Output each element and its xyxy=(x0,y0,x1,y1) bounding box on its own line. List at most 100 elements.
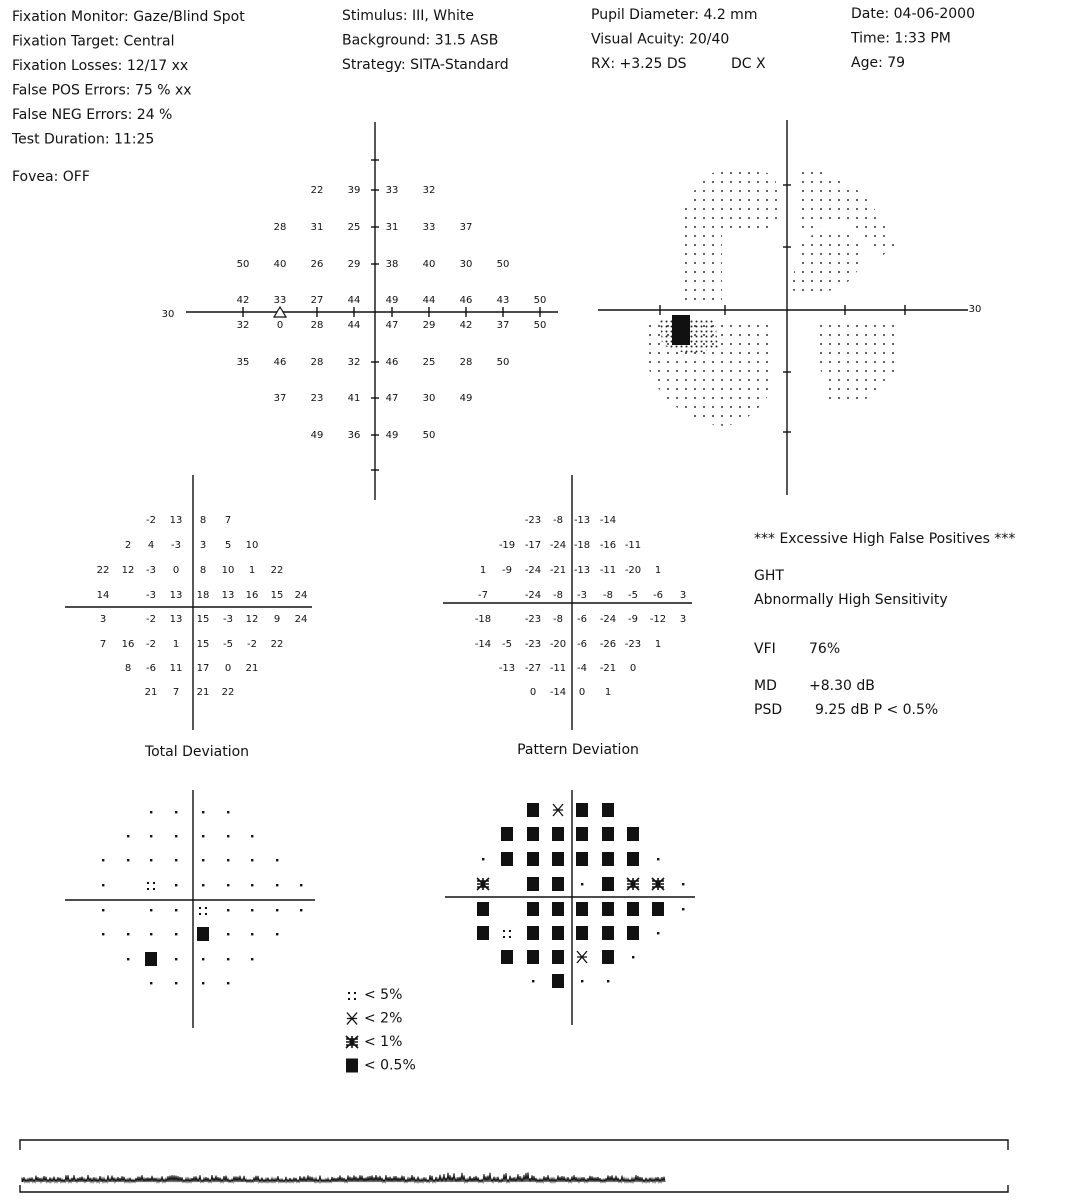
total-deviation-value: 3 xyxy=(200,540,206,551)
threshold-value: 29 xyxy=(348,259,361,270)
total-deviation-value: 21 xyxy=(145,687,158,698)
symbol-dot xyxy=(251,884,254,887)
probability-symbol xyxy=(175,835,178,838)
symbol-dot xyxy=(199,913,201,915)
summary-label: GHT xyxy=(754,568,784,584)
probability-symbol xyxy=(576,950,588,964)
symbol-block xyxy=(576,803,588,817)
symbol-dot xyxy=(175,835,178,838)
symbol-dot xyxy=(251,909,254,912)
probability-symbol xyxy=(300,884,303,887)
symbol-dot xyxy=(202,884,205,887)
symbol-dot xyxy=(127,835,130,838)
symbol-dot xyxy=(202,958,205,961)
threshold-value: 37 xyxy=(460,222,473,233)
pattern-deviation-value: -14 xyxy=(475,639,491,650)
probability-symbol xyxy=(175,884,178,887)
probability-symbol xyxy=(150,859,153,862)
probability-symbol xyxy=(202,811,205,814)
symbol-dot xyxy=(127,933,130,936)
symbol-block xyxy=(602,950,614,964)
total-deviation-value: 3 xyxy=(100,614,106,625)
probability-symbol xyxy=(251,884,254,887)
probability-symbol xyxy=(602,803,614,817)
summary-value: 76% xyxy=(809,641,840,657)
symbol-block xyxy=(602,852,614,866)
threshold-value: 30 xyxy=(460,259,473,270)
symbol-dot xyxy=(227,982,230,985)
symbol-dot xyxy=(276,933,279,936)
pattern-deviation-value: -9 xyxy=(628,614,638,625)
probability-symbol xyxy=(632,956,635,959)
total-deviation-value: -2 xyxy=(146,639,156,650)
symbol-dot xyxy=(251,958,254,961)
symbol-dot xyxy=(227,958,230,961)
probability-symbol xyxy=(602,926,614,940)
threshold-value: 22 xyxy=(311,185,324,196)
symbol-dot xyxy=(503,930,505,932)
probability-symbol xyxy=(552,902,564,916)
probability-symbol xyxy=(532,980,535,983)
pattern-deviation-value: 1 xyxy=(655,639,661,650)
probability-symbol xyxy=(482,858,485,861)
pattern-deviation-value: -6 xyxy=(653,590,663,601)
pattern-deviation-value: -8 xyxy=(553,515,563,526)
symbol-dot xyxy=(581,883,584,886)
total-deviation-value: 1 xyxy=(249,565,255,576)
symbol-dot xyxy=(532,980,535,983)
pattern-deviation-value: -5 xyxy=(628,590,638,601)
symbol-dot xyxy=(657,858,660,861)
threshold-value: 36 xyxy=(348,430,361,441)
probability-symbol xyxy=(127,859,130,862)
pattern-deviation-value: -21 xyxy=(550,565,566,576)
symbol-dot xyxy=(251,933,254,936)
total-deviation-value: 0 xyxy=(225,663,231,674)
pattern-deviation-value: -4 xyxy=(577,663,587,674)
pattern-deviation-value: -16 xyxy=(600,540,616,551)
probability-symbol xyxy=(227,811,230,814)
total-deviation-value: 8 xyxy=(200,565,206,576)
gray-region xyxy=(678,170,780,300)
probability-symbol xyxy=(145,952,157,966)
pattern-deviation-value: -11 xyxy=(625,540,641,551)
probability-symbol xyxy=(150,811,153,814)
probability-symbol xyxy=(197,927,209,941)
total-deviation-value: 7 xyxy=(100,639,106,650)
threshold-value: 50 xyxy=(497,259,510,270)
symbol-dot xyxy=(202,982,205,985)
probability-symbol xyxy=(581,883,584,886)
symbol-block xyxy=(576,852,588,866)
pattern-deviation-value: 3 xyxy=(680,590,686,601)
symbol-dot xyxy=(227,933,230,936)
symbol-dot xyxy=(300,909,303,912)
symbol-dot xyxy=(127,859,130,862)
total-deviation-value: 15 xyxy=(197,639,210,650)
symbol-block xyxy=(527,902,539,916)
symbol-dot xyxy=(682,883,685,886)
pattern-deviation-value: -18 xyxy=(475,614,491,625)
legend-label: < 5% xyxy=(364,987,402,1003)
probability-symbol xyxy=(552,803,564,817)
probability-symbol xyxy=(227,835,230,838)
symbol-dot xyxy=(147,882,149,884)
symbol-dot xyxy=(227,835,230,838)
pattern-deviation-value: -13 xyxy=(574,565,590,576)
threshold-value: 42 xyxy=(460,320,473,331)
header-line: Background: 31.5 ASB xyxy=(342,33,498,49)
threshold-value: 38 xyxy=(386,259,399,270)
warning: *** Excessive High False Positives *** xyxy=(754,531,1015,547)
probability-symbol xyxy=(627,827,639,841)
probability-symbol xyxy=(202,835,205,838)
pattern-deviation-value: -24 xyxy=(550,540,566,551)
probability-symbol xyxy=(576,852,588,866)
symbol-block xyxy=(501,950,513,964)
probability-symbol xyxy=(202,884,205,887)
probability-symbol xyxy=(602,852,614,866)
symbol-dot xyxy=(150,909,153,912)
probability-symbol xyxy=(657,858,660,861)
probability-symbol xyxy=(199,907,207,915)
symbol-dot xyxy=(657,932,660,935)
total-deviation-value: -3 xyxy=(223,614,233,625)
symbol-block xyxy=(501,827,513,841)
